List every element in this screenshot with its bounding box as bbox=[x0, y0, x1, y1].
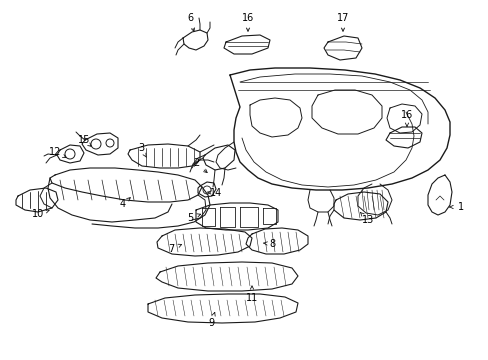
Text: 7: 7 bbox=[167, 244, 174, 254]
Text: 1: 1 bbox=[457, 202, 463, 212]
Text: 2: 2 bbox=[192, 158, 199, 168]
Text: 3: 3 bbox=[138, 143, 144, 153]
Text: 14: 14 bbox=[209, 188, 222, 198]
Text: 17: 17 bbox=[336, 13, 348, 23]
Text: 4: 4 bbox=[120, 199, 126, 209]
Text: 11: 11 bbox=[245, 293, 258, 303]
Text: 15: 15 bbox=[78, 135, 90, 145]
Text: 10: 10 bbox=[32, 209, 44, 219]
Text: 16: 16 bbox=[400, 110, 412, 120]
Text: 8: 8 bbox=[268, 239, 274, 249]
Text: 16: 16 bbox=[242, 13, 254, 23]
Text: 5: 5 bbox=[186, 213, 193, 223]
Text: 13: 13 bbox=[361, 215, 373, 225]
Text: 6: 6 bbox=[186, 13, 193, 23]
Text: 12: 12 bbox=[49, 147, 61, 157]
Text: 9: 9 bbox=[207, 318, 214, 328]
